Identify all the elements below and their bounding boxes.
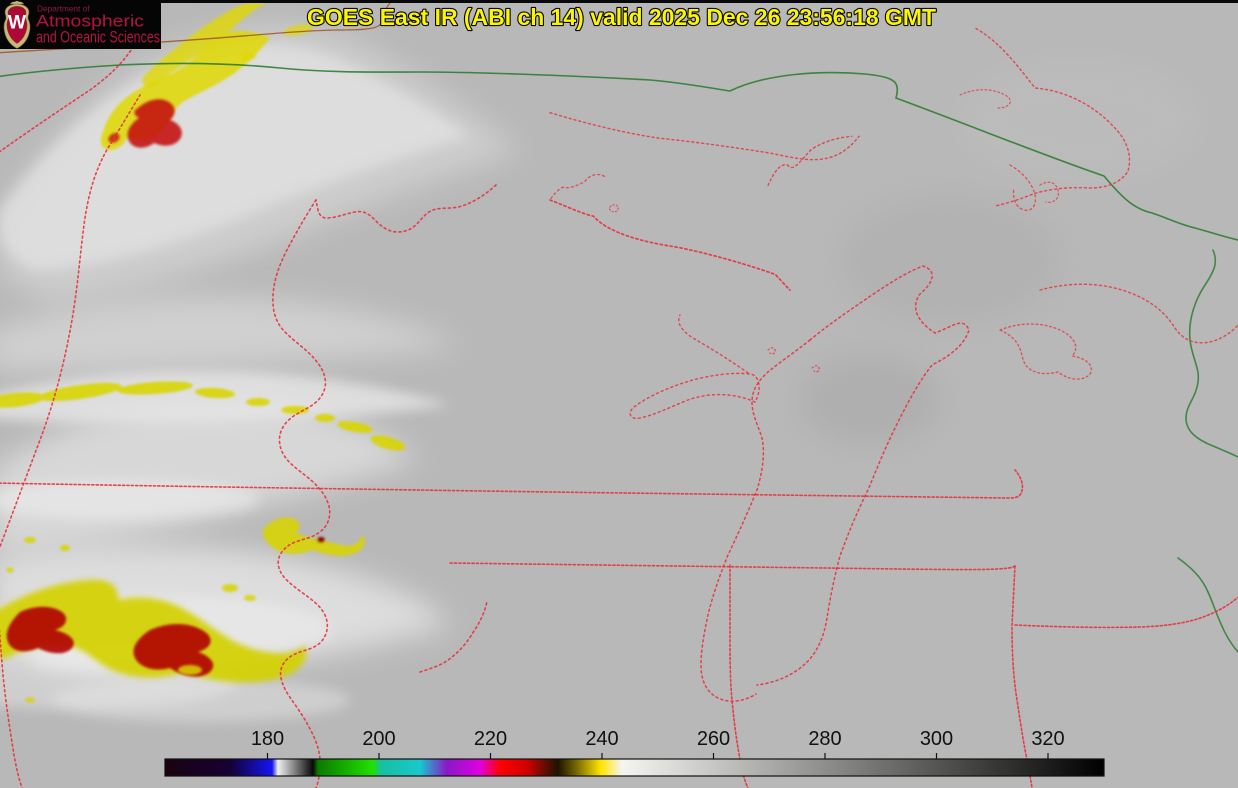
svg-text:GOES East IR (ABI ch 14) valid: GOES East IR (ABI ch 14) valid 2025 Dec … — [307, 4, 936, 30]
svg-text:220: 220 — [474, 728, 507, 750]
svg-text:180: 180 — [251, 728, 284, 750]
svg-text:280: 280 — [808, 728, 841, 750]
svg-text:260: 260 — [697, 728, 730, 750]
svg-text:320: 320 — [1031, 728, 1064, 750]
svg-text:200: 200 — [362, 728, 395, 750]
svg-text:300: 300 — [920, 728, 953, 750]
svg-text:240: 240 — [585, 728, 618, 750]
svg-text:and Oceanic Sciences: and Oceanic Sciences — [36, 29, 160, 47]
svg-text:W: W — [8, 13, 26, 34]
